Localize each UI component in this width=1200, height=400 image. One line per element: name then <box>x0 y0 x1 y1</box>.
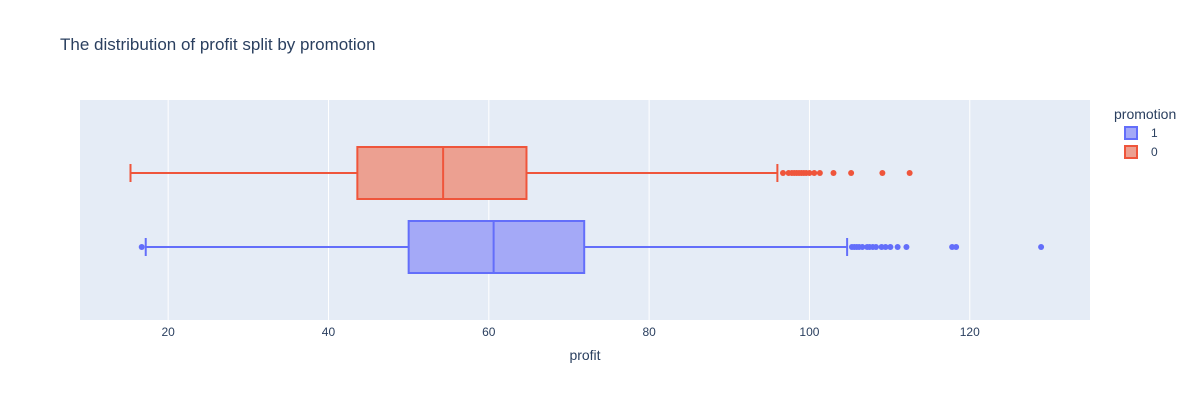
outlier-point <box>1038 244 1045 250</box>
x-tick-label: 20 <box>161 325 175 339</box>
legend-item-0: 0 <box>1124 145 1158 159</box>
outlier-point <box>811 170 818 176</box>
legend-swatch <box>1124 126 1138 140</box>
legend: promotion 1 0 <box>1114 106 1176 159</box>
outlier-point <box>894 244 901 250</box>
legend-label: 1 <box>1151 126 1158 140</box>
outlier-point <box>872 244 879 250</box>
x-tick-label: 80 <box>642 325 656 339</box>
outlier-point <box>953 244 960 250</box>
outlier-point <box>830 170 837 176</box>
legend-swatch <box>1124 145 1138 159</box>
iqr-box <box>356 146 528 200</box>
legend-label: 0 <box>1151 145 1158 159</box>
outlier-point <box>882 244 889 250</box>
x-tick-label: 100 <box>799 325 819 339</box>
iqr-box <box>407 220 586 274</box>
outlier-point <box>879 170 886 176</box>
boxes <box>129 146 1045 274</box>
box-series-0 <box>129 146 913 200</box>
legend-item-1: 1 <box>1124 126 1158 140</box>
outlier-point <box>779 170 786 176</box>
outlier-point <box>806 170 813 176</box>
outlier-point <box>816 170 823 176</box>
x-tick-label: 60 <box>482 325 496 339</box>
chart-title: The distribution of profit split by prom… <box>60 35 376 54</box>
box-series-1 <box>138 220 1045 274</box>
outlier-point <box>138 244 145 250</box>
outlier-point <box>903 244 910 250</box>
x-tick-label: 120 <box>960 325 980 339</box>
plot-area <box>80 100 1090 320</box>
x-tick-label: 40 <box>322 325 336 339</box>
legend-title: promotion <box>1114 106 1176 122</box>
outlier-point <box>887 244 894 250</box>
outlier-point <box>848 170 855 176</box>
outlier-point <box>859 244 866 250</box>
outlier-point <box>906 170 913 176</box>
x-axis-title: profit <box>569 347 600 363</box>
x-axis-ticks: 20 40 60 80 100 120 <box>161 325 980 339</box>
grid <box>167 100 971 320</box>
